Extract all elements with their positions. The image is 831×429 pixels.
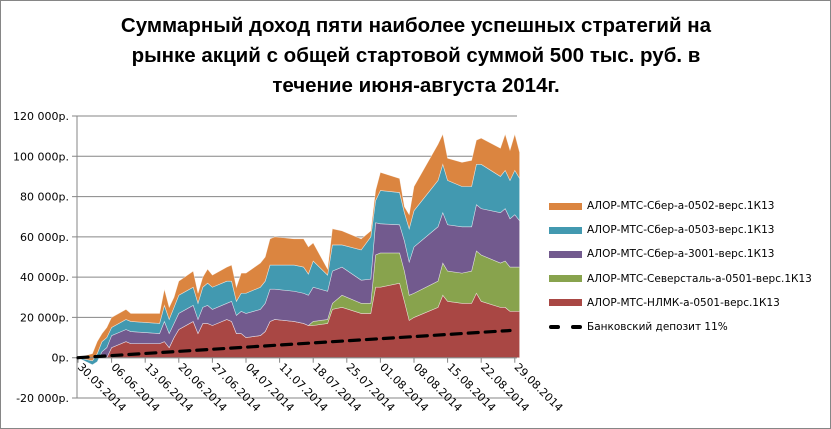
y-tick-label: 80 000р. [20,191,69,204]
legend-dash-swatch [549,325,582,330]
chart-title: Суммарный доход пяти наиболее успешных с… [91,11,741,101]
legend-item-0503: АЛОР-МТС-Сбер-а-0503-верс.1К13 [549,218,812,242]
legend: АЛОР-МТС-Сбер-а-0502-верс.1К13 АЛОР-МТС-… [549,194,812,339]
legend-label: АЛОР-МТС-Сбер-а-0503-верс.1К13 [587,224,775,237]
legend-label: Банковский депозит 11% [587,321,728,334]
legend-item-3001: АЛОР-МТС-Сбер-а-3001-верс.1К13 [549,242,812,266]
y-tick-label: -20 000р. [16,392,69,405]
legend-swatch [549,250,582,258]
legend-item-severstal: АЛОР-МТС-Северсталь-а-0501-верс.1К13 [549,267,812,291]
legend-item-0502: АЛОР-МТС-Сбер-а-0502-верс.1К13 [549,194,812,218]
legend-swatch [549,275,582,283]
legend-item-deposit: Банковский депозит 11% [549,315,812,339]
legend-label: АЛОР-МТС-Северсталь-а-0501-верс.1К13 [587,272,812,285]
y-tick-label: 40 000р. [20,271,69,284]
chart-title-line-2: рынке акций с общей стартовой суммой 500… [131,44,701,67]
y-tick-label: 100 000р. [13,150,69,163]
y-tick-label: 120 000р. [13,110,69,123]
legend-label: АЛОР-МТС-НЛМК-а-0501-верс.1К13 [587,296,780,309]
y-tick-label: 60 000р. [20,231,69,244]
legend-label: АЛОР-МТС-Сбер-а-0502-верс.1К13 [587,200,775,213]
chart-title-line-1: Суммарный доход пяти наиболее успешных с… [120,14,712,37]
legend-swatch [549,299,582,307]
legend-swatch [549,226,582,234]
deposit-line [76,328,512,360]
legend-swatch [549,202,582,210]
y-tick-label: 20 000р. [20,311,69,324]
chart-title-line-3: течение июня-августа 2014г. [272,74,560,97]
area-series-4 [77,133,520,362]
legend-item-nlmk: АЛОР-МТС-НЛМК-а-0501-верс.1К13 [549,291,812,315]
legend-label: АЛОР-МТС-Сбер-а-3001-верс.1К13 [587,248,775,261]
y-tick-label: 0р. [52,352,69,365]
